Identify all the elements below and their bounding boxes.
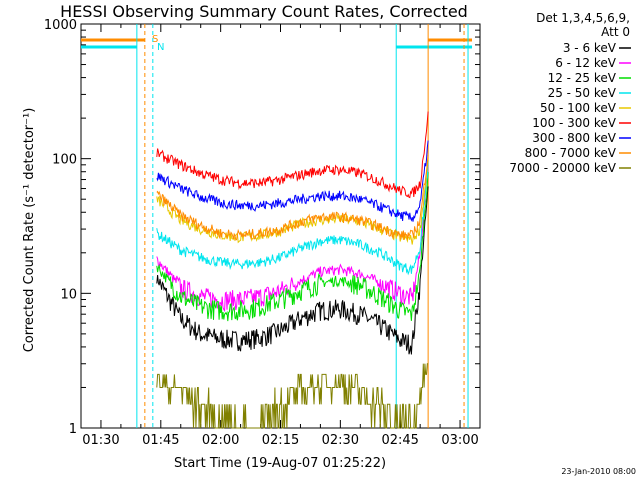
series-6-12-kev-line (156, 165, 429, 313)
chart-title: HESSI Observing Summary Count Rates, Cor… (60, 2, 468, 21)
legend-label: 12 - 25 keV (548, 71, 617, 85)
y-axis-label: Corrected Count Rate (s⁻¹ detector⁻¹) (22, 108, 37, 353)
x-tick-label: 02:00 (202, 433, 239, 448)
y-tick-label: 1000 (44, 18, 77, 33)
x-tick-label: 02:30 (322, 433, 359, 448)
legend-label: 300 - 800 keV (532, 131, 616, 145)
x-tick-label: 02:15 (262, 433, 299, 448)
x-tick-label: 01:45 (142, 433, 179, 448)
legend-label: 100 - 300 keV (532, 116, 616, 130)
x-tick-label: 02:45 (381, 433, 418, 448)
legend-label: 6 - 12 keV (555, 56, 617, 70)
x-tick-label: 01:30 (82, 433, 119, 448)
y-tick-label: 100 (52, 153, 77, 168)
night-label: N (157, 42, 164, 53)
series-12-25-kev-line (156, 172, 429, 322)
legend-label: 50 - 100 keV (540, 101, 617, 115)
y-tick-label: 1 (69, 422, 77, 437)
legend-label: 7000 - 20000 keV (509, 161, 616, 175)
legend-header-1: Det 1,3,4,5,6,9, (536, 11, 630, 25)
x-axis-label: Start Time (19-Aug-07 01:25:22) (174, 456, 386, 471)
series-3-6-kev-line (156, 186, 429, 355)
legend-header-2: Att 0 (601, 25, 630, 39)
x-tick-label: 03:00 (441, 433, 478, 448)
legend-label: 3 - 6 keV (563, 41, 617, 55)
legend-label: 25 - 50 keV (548, 86, 617, 100)
legend-label: 800 - 7000 keV (525, 146, 617, 160)
series-100-300-kev-line (156, 111, 429, 199)
series-25-50-kev-line (156, 160, 429, 276)
y-tick-label: 10 (60, 287, 77, 302)
series-7000-20000-kev-line (156, 363, 429, 429)
footer-date: 23-Jan-2010 08:00 (561, 467, 636, 476)
series-300-800-kev-line (156, 140, 429, 222)
series-800-7000-kev-line (156, 155, 429, 241)
saa-label: S (152, 34, 158, 45)
